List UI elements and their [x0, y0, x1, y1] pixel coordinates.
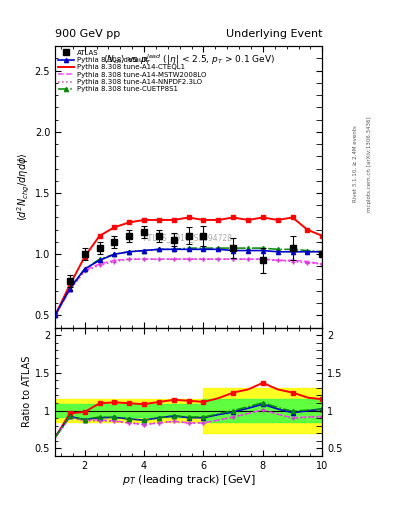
- X-axis label: $p_T$ (leading track) [GeV]: $p_T$ (leading track) [GeV]: [122, 473, 255, 487]
- Text: Rivet 3.1.10, ≥ 2.4M events: Rivet 3.1.10, ≥ 2.4M events: [353, 125, 358, 202]
- Y-axis label: Ratio to ATLAS: Ratio to ATLAS: [22, 356, 32, 428]
- Text: Underlying Event: Underlying Event: [226, 29, 322, 39]
- Legend: ATLAS, Pythia 8.308 default, Pythia 8.308 tune-A14-CTEQL1, Pythia 8.308 tune-A14: ATLAS, Pythia 8.308 default, Pythia 8.30…: [57, 48, 208, 94]
- Y-axis label: $\langle d^2 N_{chg}/d\eta d\phi \rangle$: $\langle d^2 N_{chg}/d\eta d\phi \rangle…: [16, 153, 32, 221]
- Text: ATLAS_2010_S8894728: ATLAS_2010_S8894728: [144, 233, 233, 242]
- Text: mcplots.cern.ch [arXiv:1306.3436]: mcplots.cern.ch [arXiv:1306.3436]: [367, 116, 372, 211]
- Text: $\langle N_{ch}\rangle$ vs $p_T^{lead}$ ($|\eta|$ < 2.5, $p_T$ > 0.1 GeV): $\langle N_{ch}\rangle$ vs $p_T^{lead}$ …: [103, 52, 275, 67]
- Text: 900 GeV pp: 900 GeV pp: [55, 29, 120, 39]
